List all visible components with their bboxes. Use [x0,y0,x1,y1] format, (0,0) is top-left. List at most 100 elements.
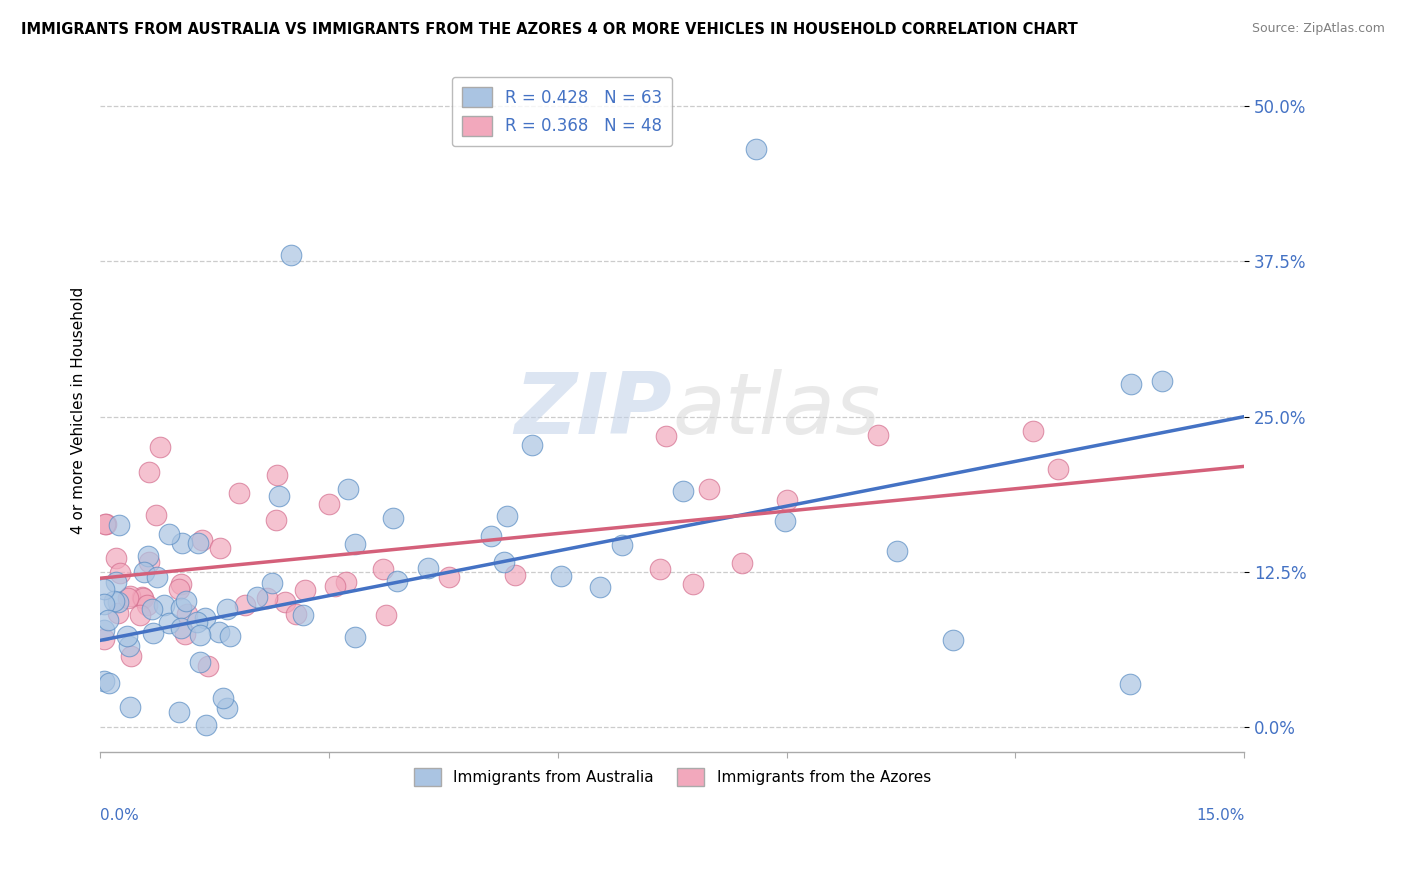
Point [93,632,115,647]
Point [118,639,141,653]
Point [868,428,890,442]
Point [323,579,346,593]
Point [520,438,543,452]
Point [107,595,129,609]
Point [170,535,193,549]
Text: 15.0%: 15.0% [1197,808,1244,823]
Point [655,429,678,443]
Point [132,591,155,605]
Point [131,590,153,604]
Point [266,468,288,483]
Point [170,621,193,635]
Point [648,562,671,576]
Point [120,700,142,714]
Point [256,591,278,606]
Point [318,497,340,511]
Point [280,248,302,262]
Point [120,589,142,603]
Point [104,574,127,589]
Point [437,570,460,584]
Point [115,630,138,644]
Point [1119,376,1142,391]
Point [174,627,197,641]
Point [942,633,965,648]
Point [209,541,232,556]
Point [103,594,125,608]
Point [262,576,284,591]
Point [588,580,610,594]
Point [145,508,167,523]
Point [188,656,211,670]
Point [197,659,219,673]
Point [149,440,172,454]
Point [108,517,131,532]
Point [176,594,198,608]
Text: IMMIGRANTS FROM AUSTRALIA VS IMMIGRANTS FROM THE AZORES 4 OR MORE VEHICLES IN HO: IMMIGRANTS FROM AUSTRALIA VS IMMIGRANTS … [21,22,1078,37]
Point [146,569,169,583]
Point [246,591,269,605]
Point [697,482,720,496]
Point [550,568,572,582]
Point [188,628,211,642]
Point [496,509,519,524]
Point [374,608,396,623]
Legend: Immigrants from Australia, Immigrants from the Azores: Immigrants from Australia, Immigrants fr… [408,762,936,792]
Point [264,513,287,527]
Point [285,607,308,621]
Point [416,561,439,575]
Point [745,142,768,156]
Point [335,574,357,589]
Text: atlas: atlas [672,369,880,452]
Point [157,527,180,541]
Point [191,533,214,547]
Point [194,718,217,732]
Point [110,566,132,580]
Point [141,601,163,615]
Text: ZIP: ZIP [515,369,672,452]
Point [1119,677,1142,691]
Point [731,556,754,570]
Point [170,601,193,615]
Point [773,515,796,529]
Point [117,591,139,606]
Point [228,486,250,500]
Point [169,577,191,591]
Point [96,516,118,531]
Point [97,613,120,627]
Point [1022,425,1045,439]
Point [129,608,152,623]
Point [212,690,235,705]
Point [274,595,297,609]
Point [503,568,526,582]
Point [104,550,127,565]
Point [291,607,314,622]
Point [136,598,159,612]
Point [337,482,360,496]
Point [167,705,190,719]
Point [176,607,198,622]
Point [267,489,290,503]
Point [682,577,704,591]
Point [93,582,115,597]
Point [94,517,117,532]
Point [479,529,502,543]
Point [294,582,316,597]
Point [344,631,367,645]
Point [219,629,242,643]
Point [381,511,404,525]
Text: Source: ZipAtlas.com: Source: ZipAtlas.com [1251,22,1385,36]
Point [153,598,176,612]
Point [373,562,395,576]
Point [93,624,115,638]
Point [138,465,160,479]
Point [494,556,516,570]
Point [97,675,120,690]
Point [1152,374,1174,388]
Point [142,625,165,640]
Point [136,549,159,564]
Point [121,648,143,663]
Point [233,599,256,613]
Point [157,616,180,631]
Y-axis label: 4 or more Vehicles in Household: 4 or more Vehicles in Household [72,286,86,534]
Point [138,555,160,569]
